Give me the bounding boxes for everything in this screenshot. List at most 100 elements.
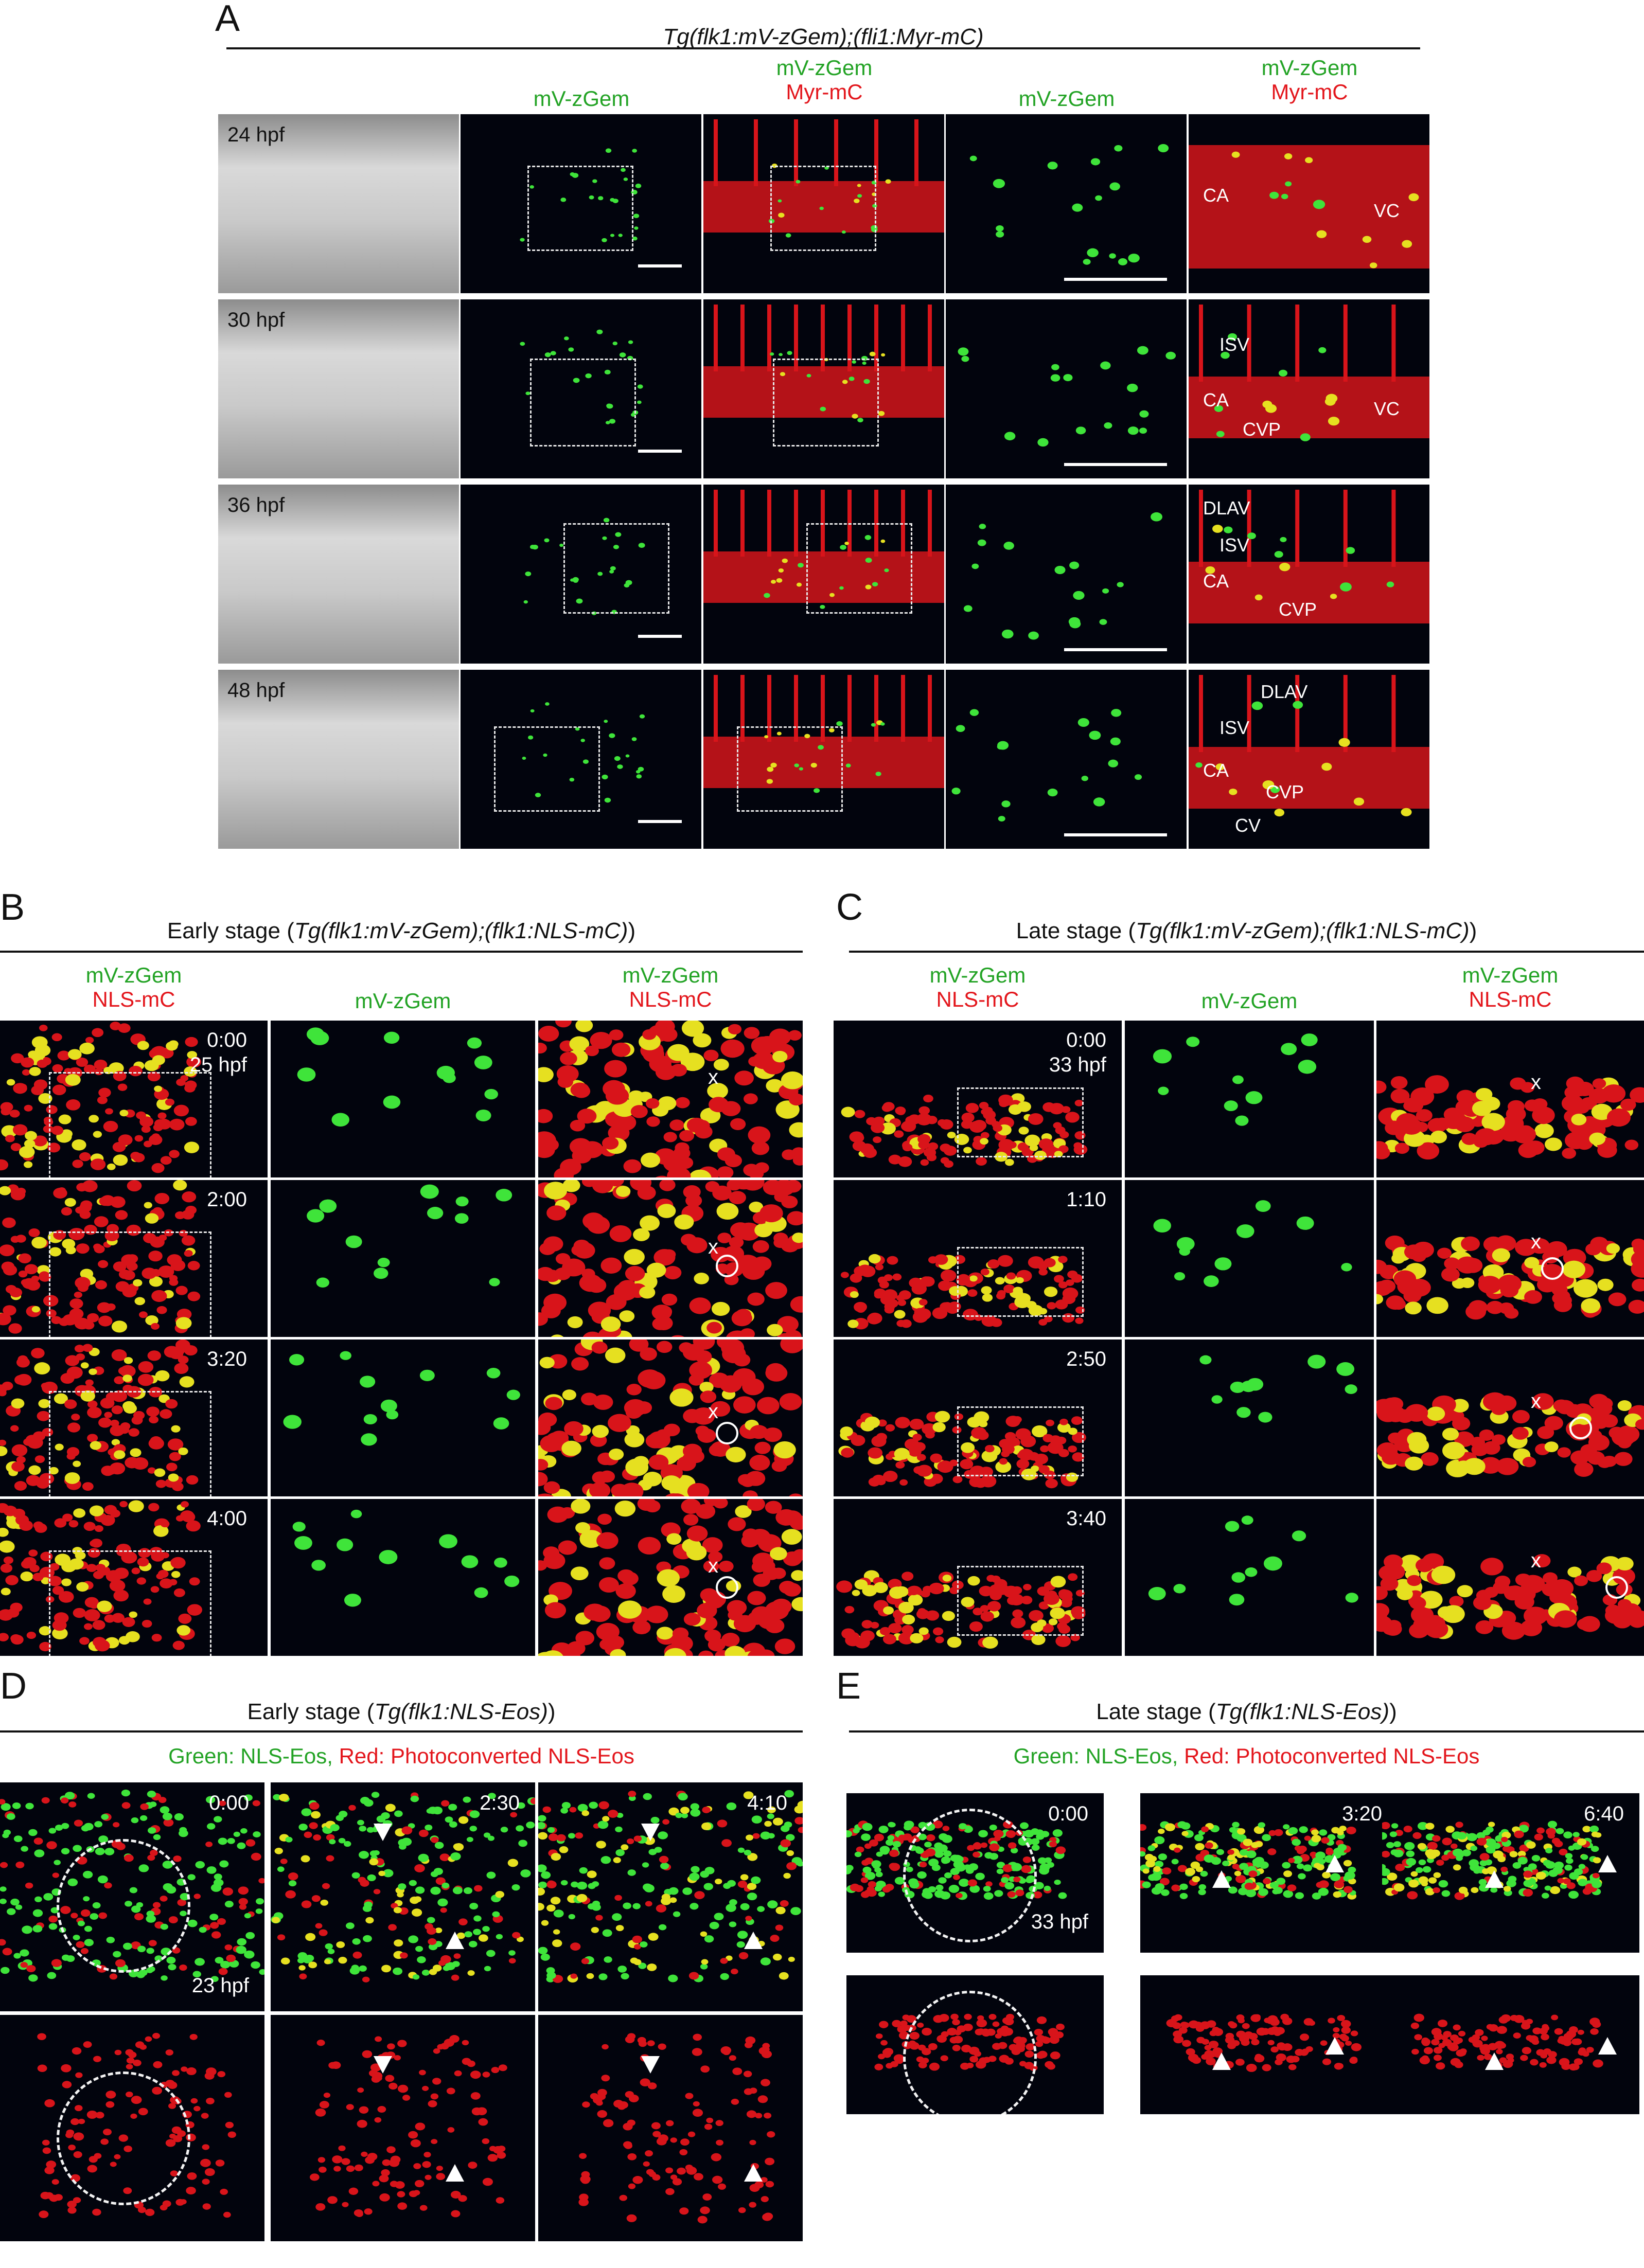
cell-dots [836,1570,1086,1649]
stage-label: 30 hpf [227,309,285,331]
time-label: 3:20 [207,1348,247,1370]
cell-dots [297,1027,498,1127]
panel-letter-d: D [0,1666,27,1707]
cell-dots [1148,1515,1358,1606]
panel-d-image-r1-c2: 2:30 [271,1782,535,2011]
time-label: 1:10 [1066,1188,1106,1211]
cell-dots [538,1021,803,1177]
scale-bar [638,635,682,638]
vessel-label-ca: CA [1203,760,1229,781]
photoconversion-circle [903,1991,1037,2114]
panel-b-image-r2-c1: 2:00 [0,1180,268,1337]
track-circle-marker [716,1576,738,1599]
stage-label: 25 hpf [189,1053,247,1076]
cell-dots [1376,1235,1644,1320]
cell-dots [1376,1075,1644,1160]
panel-a-title: Tg(flk1:mV-zGem);(fli1:Myr-mC) [663,24,984,49]
panel-e-image-r2-c1 [846,1975,1104,2114]
panel-d-image-r1-c3: 4:10 [538,1782,803,2011]
panel-e-legend: Green: NLS-Eos, Red: Photoconverted NLS-… [1013,1744,1480,1768]
cell-dots [764,535,889,609]
panel-b-col-header-2: mV-zGem [355,989,451,1013]
panel-a-image-r2-c3 [703,299,944,478]
cell-dots [538,1790,803,1983]
cell-dots [578,2033,775,2224]
panel-a-col-header-3: mV-zGem Myr-mC [776,56,873,104]
arrowhead-marker [1598,1855,1617,1872]
cell-dots [0,1022,202,1173]
track-x-marker: x [1531,1549,1541,1572]
vessel-network [1189,675,1429,809]
panel-b-image-r4-c1: 4:00 [0,1499,268,1656]
cell-dots [292,1509,520,1607]
time-label: 0:00 [207,1029,247,1051]
panel-d-image-r1-c1: 0:00 23 hpf [0,1782,264,2011]
panel-letter-e: E [836,1666,861,1707]
vessel-network [1189,490,1429,623]
vessel-label-vc: VC [1374,200,1400,221]
panel-a-image-r2-c5: ISV CA CVP VC [1189,299,1429,478]
time-label: 2:50 [1066,1348,1106,1370]
cell-dots [1153,1200,1352,1288]
cell-dots [1199,1354,1357,1423]
vessel-label-cvp: CVP [1279,599,1317,620]
arrowhead-marker [744,2164,763,2182]
arrowhead-marker [446,1932,464,1949]
panel-e-image-r1-c3: 6:40 [1382,1793,1639,1953]
panel-a-image-r2-c4 [946,299,1187,478]
scale-bar [638,264,682,267]
panel-d-image-r2-c1 [0,2015,264,2241]
panel-a-image-r1-c1: 24 hpf [218,114,459,293]
scale-bar [1064,833,1167,836]
panel-a-rule [226,47,1420,49]
vessel-network [1189,305,1429,438]
panel-c-image-r3-c3: x [1376,1340,1644,1496]
panel-d-title: Early stage (Tg(flk1:NLS-Eos)) [247,1699,556,1724]
zoom-box [957,1566,1084,1636]
arrowhead-marker [374,2056,392,2074]
panel-b-image-r3-c3: x [538,1340,803,1496]
stage-label: 36 hpf [227,494,285,516]
cell-dots [522,702,645,803]
arrowhead-marker [1212,1870,1231,1888]
cell-dots [963,512,1162,640]
vessel-label-cvp: CVP [1243,419,1281,440]
cell-dots [1231,151,1419,269]
track-circle-marker [1569,1417,1592,1439]
vessel-label-isv: ISV [1219,334,1250,355]
panel-b-image-r3-c1: 3:20 [0,1340,268,1496]
cell-dots [520,329,643,424]
vessel-network [1189,145,1429,269]
vessel-network [703,119,944,233]
panel-c-rule [849,951,1644,953]
photoconversion-circle [57,1839,190,1973]
panel-c-image-r4-c1: 3:40 [834,1499,1122,1656]
arrowhead-marker [1325,1855,1344,1872]
time-label: 4:00 [207,1507,247,1530]
arrowhead-marker [1598,2037,1617,2055]
cell-dots [0,1180,201,1334]
cell-dots [0,1500,203,1652]
zoom-box [49,1550,211,1656]
track-x-marker: x [708,1066,718,1088]
panel-c-image-r4-c2 [1125,1499,1374,1656]
panel-b-image-r2-c2 [271,1180,535,1337]
vessel-label-ca: CA [1203,389,1229,410]
panel-e-image-r1-c1: 0:00 33 hpf [846,1793,1104,1953]
panel-c-col-header-2: mV-zGem [1201,989,1298,1013]
cell-dots [764,720,885,793]
cell-dots [1376,1392,1644,1477]
panel-a-image-r4-c3 [703,670,944,849]
panel-letter-c: C [836,887,863,928]
photoconversion-circle [903,1809,1037,1942]
arrowhead-marker [1325,2037,1344,2055]
vessel-label-isv: ISV [1219,717,1250,738]
panel-a-image-r4-c1: 48 hpf [218,670,459,849]
track-circle-marker [1541,1257,1564,1280]
zoom-box [563,523,669,614]
panel-a-image-r3-c5: DLAV ISV CA CVP [1189,485,1429,664]
zoom-box [806,523,912,614]
panel-e-rule [849,1730,1644,1733]
time-label: 2:30 [480,1792,520,1814]
panel-a-image-r3-c4 [946,485,1187,664]
